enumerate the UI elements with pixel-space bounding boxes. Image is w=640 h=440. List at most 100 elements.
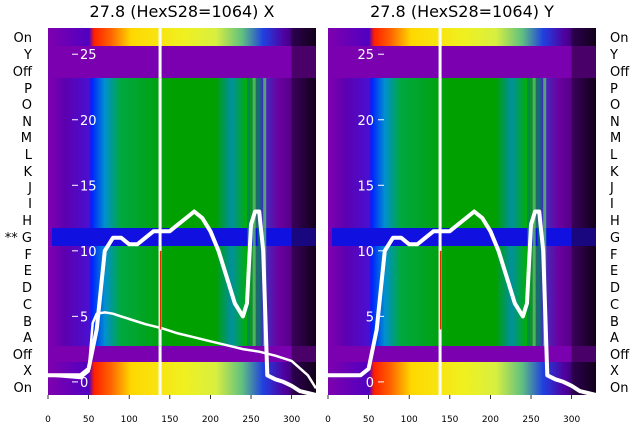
row-label: C (610, 298, 619, 313)
band-g (332, 228, 596, 246)
row-label: B (610, 315, 619, 330)
row-label: On (14, 31, 32, 46)
x-tick-label: 150 (161, 415, 178, 425)
row-label: F (25, 248, 32, 263)
row-label: Y (609, 48, 618, 63)
row-label: A (610, 331, 619, 346)
x-tick-label: 50 (83, 415, 95, 425)
chart-title-y: 27.8 (HexS28=1064) Y (370, 2, 554, 21)
row-label: X (23, 364, 32, 379)
band-g (52, 228, 316, 246)
row-label: L (610, 148, 618, 163)
row-label: A (23, 331, 32, 346)
y-tick: 5 (366, 310, 384, 325)
row-label: M (610, 131, 621, 146)
x-tick-labels-y: 0 50 100 150 200 250 300 (325, 395, 580, 425)
row-label: Off (13, 65, 33, 80)
y-tick: 15 (72, 179, 97, 194)
row-label: E (610, 264, 618, 279)
row-label: P (24, 82, 32, 97)
series-lines-y (328, 28, 597, 397)
y-tick-label: 25 (80, 48, 97, 63)
heatmap-y (332, 28, 596, 395)
heatmap-stripe (526, 78, 530, 346)
chart-title-x: 27.8 (HexS28=1064) X (90, 2, 275, 21)
x-tick-label: 300 (563, 415, 580, 425)
row-label: Y (23, 48, 32, 63)
y-tick-label: 5 (80, 310, 88, 325)
row-label: I (28, 197, 32, 212)
row-label: P (610, 82, 618, 97)
row-label: J (609, 181, 614, 196)
row-label: N (610, 115, 620, 130)
band-gap-1 (332, 46, 596, 52)
y-tick-label: 20 (357, 114, 374, 129)
y-tick-labels-y: 0 5 10 15 20 25 (357, 48, 384, 391)
row-label: ** G (5, 231, 32, 246)
y-tick: 20 (357, 114, 384, 129)
x-tick-label: 200 (482, 415, 499, 425)
band-main-upper (52, 78, 316, 228)
row-label: On (14, 381, 32, 396)
y-tick-label: 25 (357, 48, 374, 63)
row-label: L (25, 148, 33, 163)
heatmap-right-edge (571, 28, 596, 395)
series-line (328, 209, 597, 397)
x-tick-label: 200 (202, 415, 219, 425)
x-tick-label: 0 (45, 415, 51, 425)
y-tick: 10 (357, 245, 384, 260)
row-label: J (27, 181, 32, 196)
band-y-off (52, 52, 316, 78)
y-tick: 15 (357, 179, 384, 194)
x-tick-label: 100 (401, 415, 418, 425)
y-tick: 25 (357, 48, 384, 63)
y-tick-label: 15 (80, 179, 97, 194)
row-label: N (22, 115, 32, 130)
row-label: Off (13, 348, 33, 363)
y-tick-label: 0 (366, 376, 374, 391)
y-tick: 10 (72, 245, 97, 260)
band-gap-1 (52, 46, 316, 52)
y-tick-label: 5 (366, 310, 374, 325)
row-label: G (610, 231, 620, 246)
row-label: E (24, 264, 32, 279)
row-label: B (23, 315, 32, 330)
heatmap-stripe (246, 78, 250, 346)
x-tick-label: 250 (242, 415, 259, 425)
series-line (47, 311, 318, 390)
row-label: I (610, 197, 614, 212)
heatmap-right-edge (291, 28, 316, 395)
band-on-top (52, 28, 316, 46)
row-label: O (22, 98, 32, 113)
y-tick-label: 15 (357, 179, 374, 194)
panel-x: 27.8 (HexS28=1064) X 0 5 10 15 20 25 0 50 100 15… (5, 2, 318, 425)
y-tick-label: 10 (80, 245, 97, 260)
row-label: Off (610, 348, 630, 363)
series-line (48, 209, 317, 397)
panel-y: 27.8 (HexS28=1064) Y 0 5 10 15 20 25 0 50 100 15… (325, 2, 630, 425)
x-tick-label: 0 (325, 415, 331, 425)
band-main-upper (332, 78, 596, 228)
y-tick-label: 0 (80, 376, 88, 391)
band-off-bottom (332, 346, 596, 362)
heatmap-stripe (263, 78, 267, 346)
heatmap-stripe (543, 78, 547, 346)
row-label: D (22, 281, 32, 296)
row-label: On (610, 31, 628, 46)
band-y-off (332, 52, 596, 78)
row-label: On (610, 381, 628, 396)
row-label: X (610, 364, 619, 379)
y-tick: 0 (72, 376, 88, 391)
row-label: K (23, 165, 32, 180)
y-tick-label: 20 (80, 114, 97, 129)
band-on-top (332, 28, 596, 46)
row-label: F (610, 248, 617, 263)
row-label: H (610, 214, 620, 229)
y-tick: 5 (72, 310, 88, 325)
x-tick-label: 150 (441, 415, 458, 425)
x-tick-labels-x: 0 50 100 150 200 250 300 (45, 395, 300, 425)
row-label: K (610, 165, 619, 180)
